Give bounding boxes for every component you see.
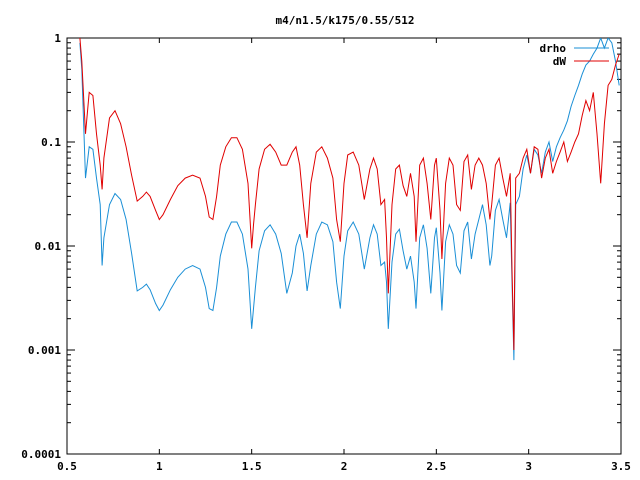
axis-ticks: 0.5 1 1.5 2 2.5 3 3.5 1 0.1 0.01 0.001 0.0001 — [21, 32, 631, 473]
x-tick-label: 0.5 — [57, 460, 77, 473]
x-tick-label: 2.5 — [426, 460, 446, 473]
legend: drho dW — [540, 42, 609, 68]
legend-label-dw: dW — [553, 55, 567, 68]
y-tick-label: 0.1 — [41, 136, 61, 149]
x-tick-label: 3.5 — [611, 460, 631, 473]
series-line-drho — [79, 38, 620, 361]
y-tick-label: 1 — [54, 32, 61, 45]
x-tick-label: 3 — [525, 460, 532, 473]
series-line-dw — [79, 38, 620, 351]
chart-title: m4/n1.5/k175/0.55/512 — [275, 14, 414, 27]
series-lines — [79, 38, 620, 361]
x-tick-label: 1.5 — [242, 460, 262, 473]
x-tick-label: 2 — [341, 460, 348, 473]
legend-label-drho: drho — [540, 42, 567, 55]
y-tick-label: 0.0001 — [21, 448, 61, 461]
plot-frame — [66, 37, 622, 455]
y-tick-label: 0.01 — [35, 240, 62, 253]
y-tick-label: 0.001 — [28, 344, 61, 357]
x-tick-label: 1 — [156, 460, 163, 473]
